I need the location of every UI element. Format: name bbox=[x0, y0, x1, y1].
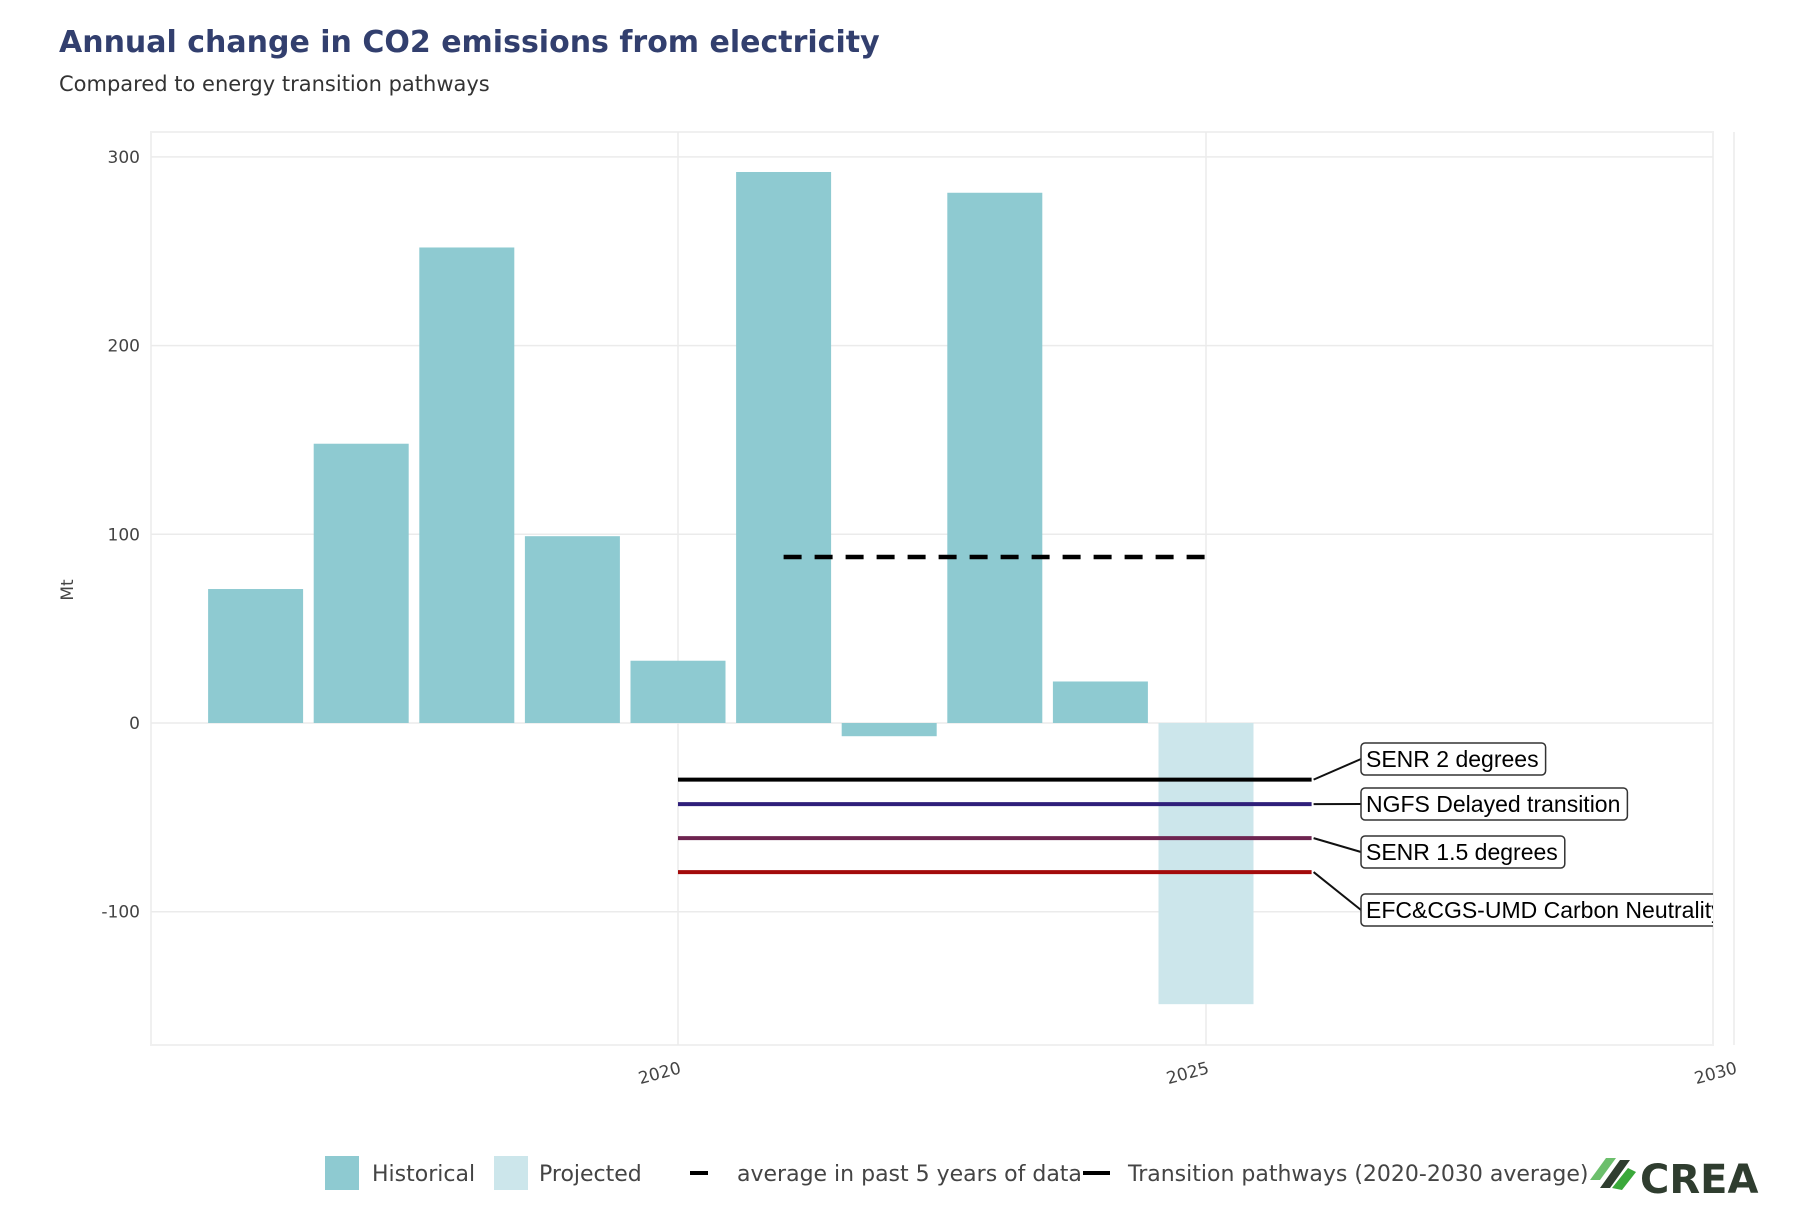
bar-historical-2020 bbox=[630, 660, 726, 723]
y-tick-label: 200 bbox=[108, 337, 140, 357]
bar-historical-2024 bbox=[1052, 681, 1148, 723]
crea-logo: CREA bbox=[1590, 1157, 1758, 1203]
pathway-label-box bbox=[1360, 742, 1547, 776]
pathway-label-text: SENR 1.5 degrees bbox=[1366, 839, 1558, 865]
chart-subtitle: Compared to energy transition pathways bbox=[59, 72, 490, 96]
legend-label-historical: Historical bbox=[372, 1162, 475, 1187]
legend: Historical Projected average in past 5 y… bbox=[325, 1156, 1589, 1190]
pathway-label-box bbox=[1360, 893, 1713, 927]
pathway-label-text: EFC&CGS-UMD Carbon Neutrality bbox=[1366, 897, 1723, 923]
pathway-label: SENR 2 degrees bbox=[1360, 742, 1547, 776]
bar-historical-2021 bbox=[736, 171, 832, 724]
x-tick-label: 2030 bbox=[1692, 1059, 1739, 1090]
crea-logo-icon bbox=[1590, 1158, 1636, 1190]
pathway-label: NGFS Delayed transition bbox=[1360, 787, 1629, 821]
crea-logo-text: CREA bbox=[1640, 1157, 1758, 1203]
legend-swatch-historical bbox=[325, 1156, 359, 1190]
y-tick-label: 300 bbox=[108, 148, 140, 168]
bar-historical-2018 bbox=[419, 247, 515, 723]
chart-title: Annual change in CO2 emissions from elec… bbox=[59, 25, 880, 60]
y-axis-label: Mt bbox=[58, 579, 78, 601]
x-tick-label: 2025 bbox=[1164, 1059, 1211, 1090]
legend-swatch-projected bbox=[494, 1156, 528, 1190]
label-connector bbox=[1312, 871, 1362, 911]
bar-historical-2022 bbox=[841, 723, 937, 737]
bar-projected-2025 bbox=[1158, 723, 1254, 1005]
bar-historical-2016 bbox=[208, 589, 304, 723]
pathway-label-text: SENR 2 degrees bbox=[1366, 746, 1539, 772]
pathway-label: SENR 1.5 degrees bbox=[1360, 835, 1566, 869]
pathway-label: EFC&CGS-UMD Carbon Neutrality bbox=[1360, 893, 1723, 927]
pathway-label-text: NGFS Delayed transition bbox=[1366, 791, 1620, 817]
bar-historical-2019 bbox=[524, 536, 620, 723]
legend-label-projected: Projected bbox=[539, 1162, 642, 1187]
plot-panel bbox=[150, 131, 1714, 1046]
y-tick-label: 100 bbox=[108, 525, 140, 545]
legend-label-average: average in past 5 years of data bbox=[737, 1162, 1082, 1187]
x-tick-label: 2020 bbox=[636, 1059, 683, 1090]
bar-historical-2023 bbox=[947, 192, 1043, 724]
legend-label-pathways: Transition pathways (2020-2030 average) bbox=[1127, 1162, 1589, 1187]
pathway-label-box bbox=[1360, 787, 1629, 821]
label-connector bbox=[1313, 837, 1362, 853]
bar-historical-2017 bbox=[313, 443, 409, 723]
y-tick-label: 0 bbox=[129, 714, 140, 734]
y-tick-label: -100 bbox=[101, 903, 140, 923]
pathway-label-box bbox=[1360, 835, 1566, 869]
label-connector bbox=[1313, 758, 1362, 781]
